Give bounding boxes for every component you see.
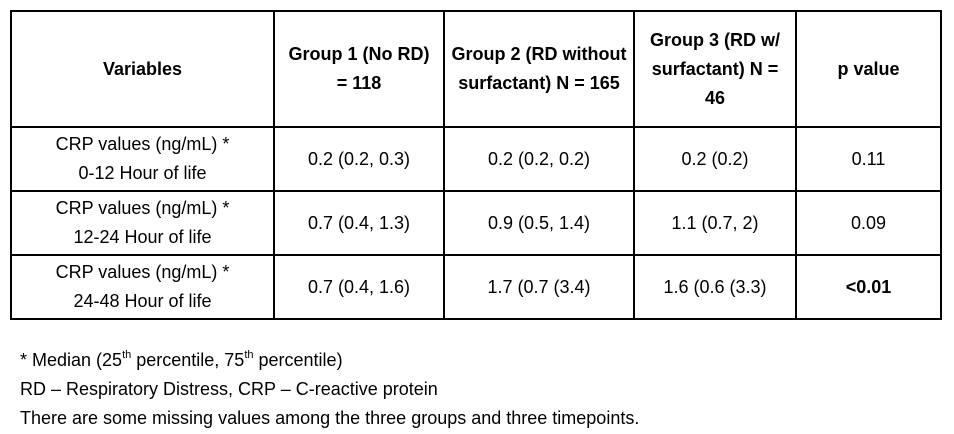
footnote-missing-values: There are some missing values among the …: [20, 408, 640, 428]
p-value-significant: <0.01: [795, 254, 942, 320]
group-2-value: 0.9 (0.5, 1.4): [443, 190, 635, 256]
group-2-value: 1.7 (0.7 (3.4): [443, 254, 635, 320]
variable-label: CRP values (ng/mL) *: [55, 198, 230, 218]
group-3-value: 0.2 (0.2): [633, 126, 797, 192]
group-3-value: 1.1 (0.7, 2): [633, 190, 797, 256]
variable-label: CRP values (ng/mL) *: [55, 134, 230, 154]
header-group-2: Group 2 (RD without surfactant) N = 165: [443, 10, 635, 128]
table-footnotes: * Median (25th percentile, 75th percenti…: [20, 346, 639, 433]
header-row: Variables Group 1 (No RD) = 118 Group 2 …: [10, 10, 942, 128]
variable-cell: CRP values (ng/mL) * 12-24 Hour of life: [10, 190, 275, 256]
footnote-median-middle: percentile, 75: [131, 350, 245, 370]
group-2-value: 0.2 (0.2, 0.2): [443, 126, 635, 192]
group-3-value: 1.6 (0.6 (3.3): [633, 254, 797, 320]
footnote-median-suffix: percentile): [253, 350, 343, 370]
footnote-median-prefix: * Median (25: [20, 350, 123, 370]
variable-timepoint: 24-48 Hour of life: [73, 291, 212, 311]
header-variables: Variables: [10, 10, 275, 128]
results-table: Variables Group 1 (No RD) = 118 Group 2 …: [10, 10, 942, 320]
header-group-1: Group 1 (No RD) = 118: [273, 10, 445, 128]
header-group-3: Group 3 (RD w/ surfactant) N = 46: [633, 10, 797, 128]
group-1-value: 0.7 (0.4, 1.3): [273, 190, 445, 256]
superscript-th: th: [244, 349, 254, 361]
variable-cell: CRP values (ng/mL) * 24-48 Hour of life: [10, 254, 275, 320]
variable-timepoint: 12-24 Hour of life: [73, 227, 212, 247]
header-p-value: p value: [795, 10, 942, 128]
p-value: 0.09: [795, 190, 942, 256]
footnote-median: * Median (25th percentile, 75th percenti…: [20, 346, 639, 375]
p-value: 0.11: [795, 126, 942, 192]
footnote-abbreviations: RD – Respiratory Distress, CRP – C-react…: [20, 379, 438, 399]
table-row: CRP values (ng/mL) * 0-12 Hour of life 0…: [10, 126, 942, 192]
group-1-value: 0.2 (0.2, 0.3): [273, 126, 445, 192]
table-row: CRP values (ng/mL) * 12-24 Hour of life …: [10, 190, 942, 256]
variable-label: CRP values (ng/mL) *: [55, 262, 230, 282]
variable-cell: CRP values (ng/mL) * 0-12 Hour of life: [10, 126, 275, 192]
superscript-th: th: [122, 349, 132, 361]
variable-timepoint: 0-12 Hour of life: [78, 163, 207, 183]
table-row: CRP values (ng/mL) * 24-48 Hour of life …: [10, 254, 942, 320]
group-1-value: 0.7 (0.4, 1.6): [273, 254, 445, 320]
